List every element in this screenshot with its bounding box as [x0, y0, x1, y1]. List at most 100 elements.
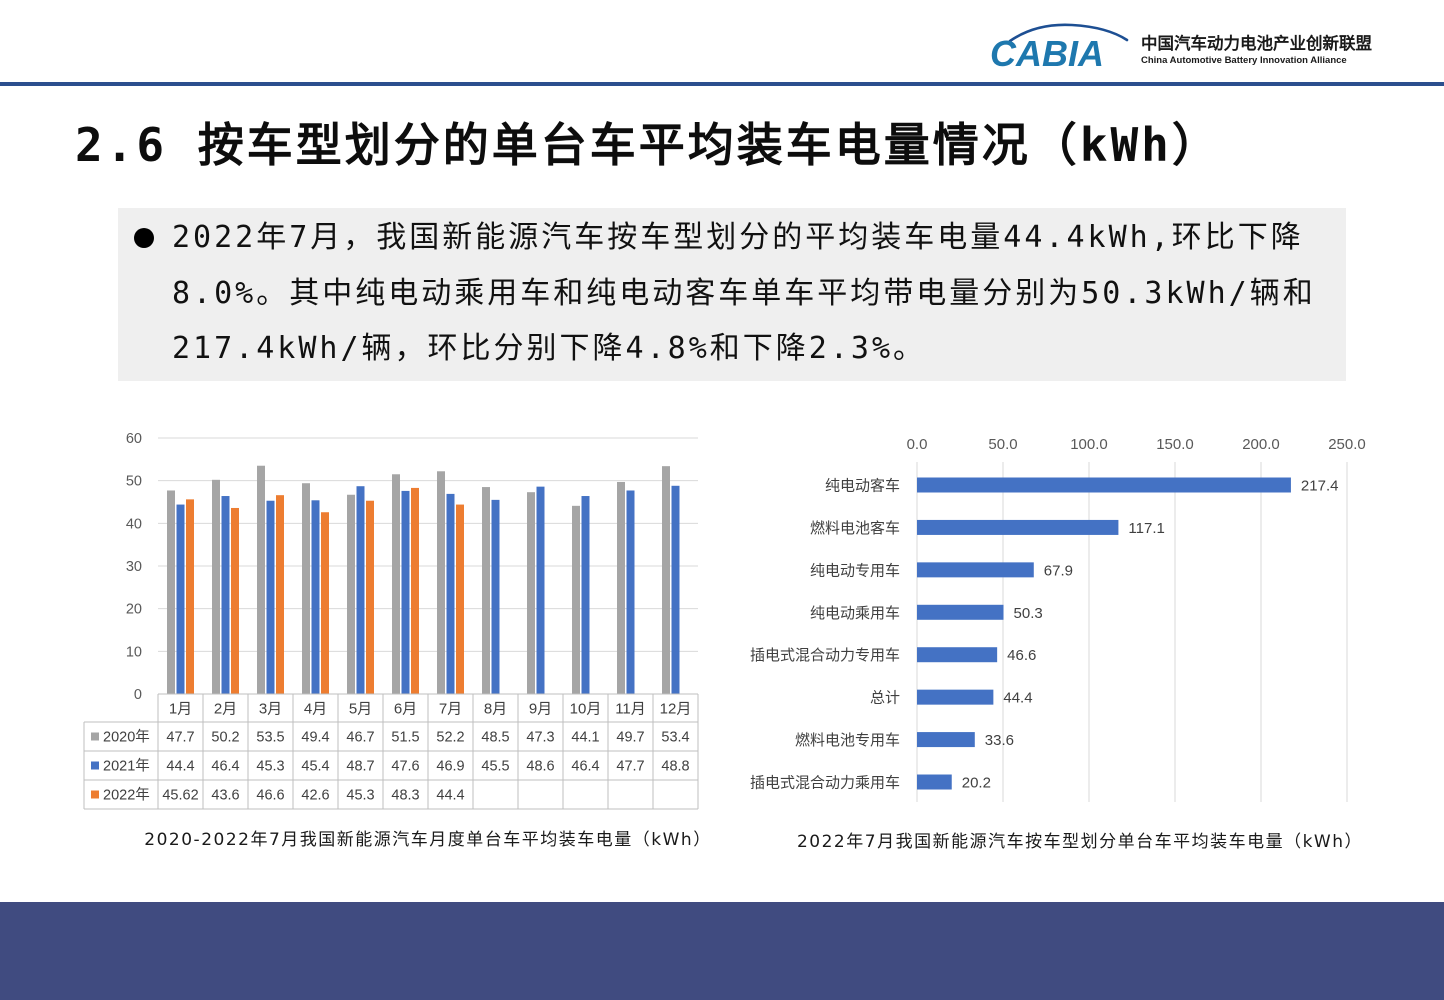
bar-series-1-month-11 [617, 481, 625, 694]
bar-series-2-month-8 [491, 499, 500, 694]
category-label: 燃料电池客车 [810, 519, 900, 537]
y-tick-label: 50 [126, 474, 142, 490]
table-value: 48.5 [481, 730, 509, 746]
table-value: 46.6 [256, 788, 284, 804]
bar-series-2-month-11 [626, 490, 635, 694]
logo-wordmark: CABIA [990, 33, 1104, 74]
value-label: 50.3 [1014, 605, 1043, 622]
value-label: 33.6 [985, 732, 1014, 749]
table-value: 45.5 [481, 759, 509, 775]
value-label: 117.1 [1128, 520, 1164, 537]
table-value: 46.7 [346, 730, 374, 746]
category-label: 插电式混合动力乘用车 [750, 775, 900, 792]
table-value: 49.7 [616, 730, 644, 746]
x-category-label: 5月 [349, 701, 372, 718]
table-value: 47.3 [526, 730, 554, 746]
summary-paragraph: 2022年7月，我国新能源汽车按车型划分的平均装车电量44.4kWh,环比下降 … [172, 210, 1316, 377]
table-value: 42.6 [301, 788, 329, 804]
org-name-chinese: 中国汽车动力电池产业创新联盟 [1141, 34, 1372, 53]
bar-series-1-month-9 [527, 492, 535, 694]
table-value: 51.5 [391, 730, 419, 746]
x-category-label: 7月 [439, 701, 462, 718]
cabia-logo-icon: CABIA [990, 23, 1129, 74]
bar-series-2-month-5 [356, 486, 365, 694]
bar-2 [917, 519, 1119, 535]
bar-series-2-month-3 [266, 500, 275, 694]
legend-label: 2022年 [103, 787, 150, 804]
x-tick-label: 50.0 [988, 436, 1017, 453]
bar-series-3-month-7 [456, 504, 464, 694]
bar-series-1-month-5 [347, 494, 355, 694]
category-label: 纯电动客车 [825, 478, 900, 495]
table-value: 47.7 [166, 730, 194, 746]
page-title: 2.6 按车型划分的单台车平均装车电量情况（kWh） [75, 118, 1221, 172]
summary-line: 8.0%。其中纯电动乘用车和纯电动客车单车平均带电量分别为50.3kWh/辆和 [172, 275, 1316, 311]
bar-series-1-month-3 [257, 465, 265, 694]
bar-6 [917, 689, 994, 705]
footer-band [0, 902, 1444, 1000]
table-value: 53.4 [661, 730, 689, 746]
x-category-label: 3月 [259, 701, 282, 718]
bar-7 [917, 732, 975, 748]
table-value: 46.4 [571, 759, 599, 775]
x-category-label: 11月 [615, 701, 646, 718]
bar-series-3-month-1 [186, 499, 194, 694]
table-value: 49.4 [301, 730, 329, 746]
x-tick-label: 150.0 [1156, 436, 1194, 453]
summary-box: 2022年7月，我国新能源汽车按车型划分的平均装车电量44.4kWh,环比下降 … [118, 208, 1346, 381]
x-category-label: 6月 [394, 701, 417, 718]
vehicle-type-average-capacity-chart: 0.0 50.0 100.0 150.0 200.0 250.0 纯电动客车 217.4 燃料电… [750, 436, 1366, 802]
table-value: 53.5 [256, 730, 284, 746]
bar-series-1-month-10 [572, 505, 580, 694]
bar-series-1-month-12 [662, 466, 670, 694]
category-label: 插电式混合动力专用车 [750, 647, 900, 664]
bar-series-1-month-1 [167, 490, 175, 694]
bar-3 [917, 562, 1034, 578]
bar-5 [917, 647, 998, 663]
bar-8 [917, 774, 952, 790]
x-category-label: 1月 [169, 701, 192, 718]
bar-series-2-month-2 [221, 496, 230, 694]
bar-series-2-month-1 [176, 504, 185, 694]
summary-line: 2022年7月，我国新能源汽车按车型划分的平均装车电量44.4kWh,环比下降 [172, 220, 1304, 255]
legend-label: 2020年 [103, 729, 150, 746]
bar-1 [917, 477, 1291, 493]
value-label: 217.4 [1301, 478, 1339, 495]
table-value: 50.2 [211, 730, 239, 746]
table-value: 44.1 [571, 730, 599, 746]
table-value: 48.3 [391, 788, 419, 804]
y-tick-label: 40 [126, 516, 142, 532]
x-tick-label: 250.0 [1328, 436, 1366, 453]
x-category-label: 2月 [214, 701, 237, 718]
summary-line: 217.4kWh/辆，环比分别下降4.8%和下降2.3%。 [172, 331, 927, 366]
table-value: 44.4 [166, 759, 194, 775]
vehicle-type-chart-caption: 2022年7月我国新能源汽车按车型划分单台车平均装车电量（kWh） [796, 832, 1363, 852]
org-name-english: China Automotive Battery Innovation Alli… [1141, 55, 1347, 66]
y-tick-label: 60 [126, 431, 142, 447]
bar-series-1-month-8 [482, 487, 490, 694]
category-label: 燃料电池专用车 [795, 731, 900, 749]
table-value: 47.7 [616, 759, 644, 775]
y-tick-label: 10 [126, 644, 142, 660]
table-value: 45.3 [256, 759, 284, 775]
bar-series-3-month-5 [366, 500, 374, 694]
x-category-label: 10月 [570, 701, 602, 718]
table-value: 48.6 [526, 759, 554, 775]
bullet-icon [134, 228, 154, 248]
x-tick-label: 0.0 [907, 436, 928, 453]
bar-series-2-month-12 [671, 485, 680, 694]
header-divider [0, 82, 1444, 86]
bar-series-2-month-10 [581, 496, 590, 694]
bar-series-1-month-4 [302, 483, 310, 694]
x-tick-label: 100.0 [1070, 436, 1108, 453]
y-tick-label: 30 [126, 559, 142, 575]
x-category-label: 4月 [304, 701, 327, 718]
table-value: 45.62 [162, 788, 198, 804]
legend-swatch [91, 761, 99, 770]
x-category-label: 12月 [660, 701, 692, 718]
y-tick-label: 0 [134, 687, 142, 703]
bar-4 [917, 604, 1004, 620]
table-value: 47.6 [391, 759, 419, 775]
category-label: 纯电动专用车 [810, 562, 900, 579]
